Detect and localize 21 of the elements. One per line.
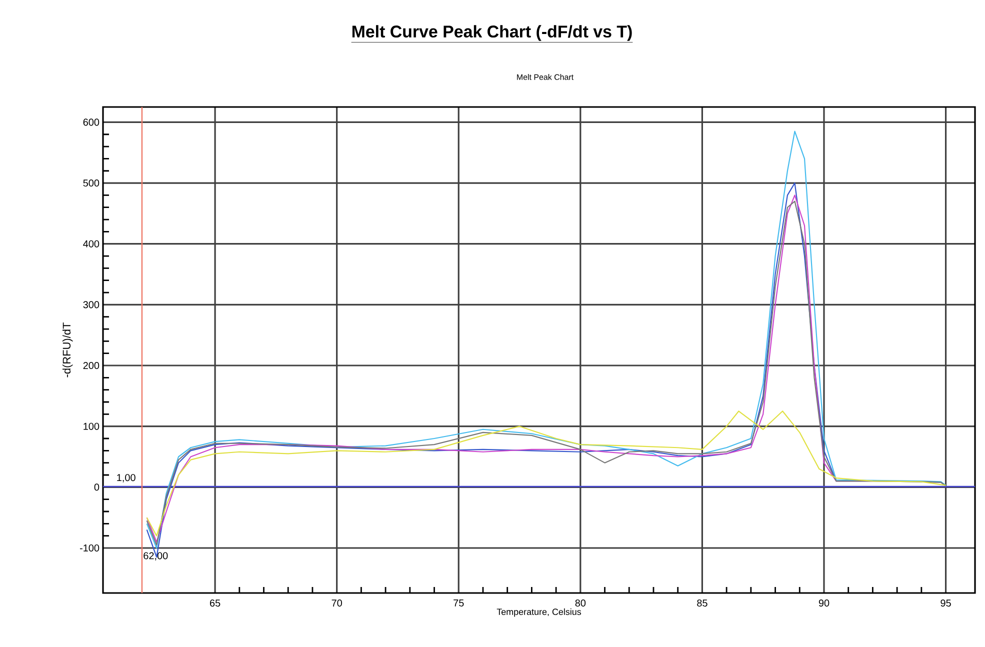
y-tick-label: 100 [84, 422, 100, 430]
x-axis-title: Temperature, Celsius [496, 608, 582, 617]
x-tick-label: 90 [818, 600, 830, 607]
y-tick-label: -100 [80, 544, 100, 552]
ref-line-label: 1,00 [117, 474, 136, 482]
x-tick-label: 70 [332, 600, 342, 607]
x-tick-label: 85 [697, 600, 708, 607]
y-tick-label: 400 [83, 240, 100, 248]
y-tick-label: 600 [83, 118, 100, 126]
x-tick-label: 75 [454, 600, 464, 606]
x-tick-label: 80 [575, 600, 586, 607]
y-axis-title: -d(RFU)/dT [62, 322, 73, 378]
x-tick-label: 95 [940, 600, 951, 607]
y-tick-label: 200 [83, 362, 100, 370]
chart-title: Melt Curve Peak Chart (-dF/dt vs T) [352, 25, 632, 41]
line-series [146, 410, 946, 536]
y-tick-label: 500 [83, 180, 100, 187]
ref-line-label: 62,00 [144, 552, 168, 560]
x-tick-label: 65 [210, 600, 220, 607]
y-tick-label: 0 [94, 484, 100, 491]
y-tick-label: 300 [83, 301, 100, 308]
